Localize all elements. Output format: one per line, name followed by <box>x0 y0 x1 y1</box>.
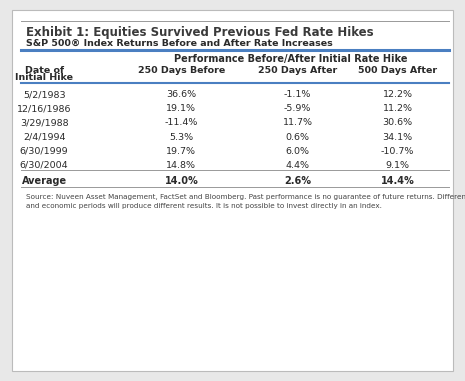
Text: 11.7%: 11.7% <box>283 118 312 128</box>
Text: 250 Days After: 250 Days After <box>258 66 337 75</box>
Text: 14.4%: 14.4% <box>381 176 414 186</box>
Text: 14.0%: 14.0% <box>165 176 198 186</box>
Text: 2/4/1994: 2/4/1994 <box>23 133 66 142</box>
Text: 500 Days After: 500 Days After <box>358 66 437 75</box>
Text: 19.1%: 19.1% <box>166 104 196 114</box>
Text: 12.2%: 12.2% <box>383 90 412 99</box>
Text: 2.6%: 2.6% <box>284 176 311 186</box>
Text: S&P 500® Index Returns Before and After Rate Increases: S&P 500® Index Returns Before and After … <box>26 39 332 48</box>
Text: Date of: Date of <box>25 66 64 75</box>
Text: 9.1%: 9.1% <box>385 161 410 170</box>
Text: -11.4%: -11.4% <box>165 118 198 128</box>
Text: 5/2/1983: 5/2/1983 <box>23 90 66 99</box>
Text: Initial Hike: Initial Hike <box>15 73 73 82</box>
Text: 11.2%: 11.2% <box>383 104 412 114</box>
Text: Performance Before/After Initial Rate Hike: Performance Before/After Initial Rate Hi… <box>174 54 407 64</box>
Text: 30.6%: 30.6% <box>383 118 412 128</box>
Text: 36.6%: 36.6% <box>166 90 196 99</box>
Text: 4.4%: 4.4% <box>286 161 310 170</box>
FancyBboxPatch shape <box>12 10 453 371</box>
Text: 3/29/1988: 3/29/1988 <box>20 118 68 128</box>
Text: 5.3%: 5.3% <box>169 133 193 142</box>
Text: Exhibit 1: Equities Survived Previous Fed Rate Hikes: Exhibit 1: Equities Survived Previous Fe… <box>26 26 373 39</box>
Text: and economic periods will produce different results. It is not possible to inves: and economic periods will produce differ… <box>26 203 381 209</box>
Text: -5.9%: -5.9% <box>284 104 311 114</box>
Text: 250 Days Before: 250 Days Before <box>138 66 225 75</box>
Text: 6/30/1999: 6/30/1999 <box>20 147 68 156</box>
Text: Source: Nuveen Asset Management, FactSet and Bloomberg. Past performance is no g: Source: Nuveen Asset Management, FactSet… <box>26 194 465 200</box>
Text: 6.0%: 6.0% <box>286 147 310 156</box>
Text: Average: Average <box>21 176 67 186</box>
Text: 34.1%: 34.1% <box>383 133 412 142</box>
Text: 12/16/1986: 12/16/1986 <box>17 104 72 114</box>
Text: 19.7%: 19.7% <box>166 147 196 156</box>
Text: -10.7%: -10.7% <box>381 147 414 156</box>
Text: 6/30/2004: 6/30/2004 <box>20 161 68 170</box>
Text: 14.8%: 14.8% <box>166 161 196 170</box>
Text: 0.6%: 0.6% <box>286 133 310 142</box>
Text: -1.1%: -1.1% <box>284 90 311 99</box>
